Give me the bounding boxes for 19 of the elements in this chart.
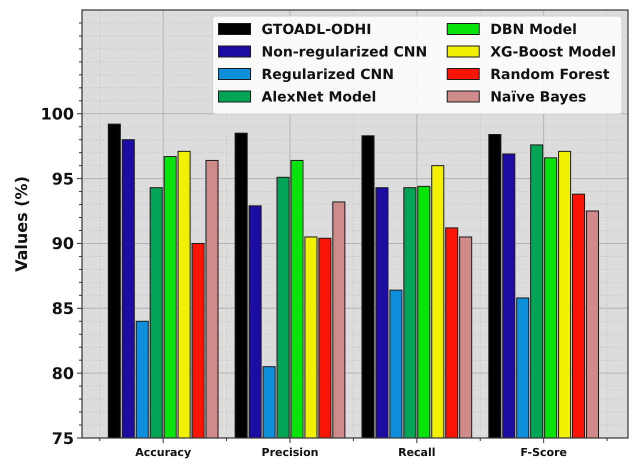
x-tick-label: Precision bbox=[262, 446, 318, 459]
y-axis-title: Values (%) bbox=[12, 176, 31, 272]
legend-label: Non-regularized CNN bbox=[262, 44, 428, 61]
legend-label: GTOADL-ODHI bbox=[262, 22, 372, 38]
legend-label: XG-Boost Model bbox=[490, 44, 616, 61]
legend-label: Random Forest bbox=[490, 67, 610, 84]
y-tick-label: 75 bbox=[52, 428, 74, 448]
legend-label: Regularized CNN bbox=[262, 67, 394, 84]
x-tick-label: Accuracy bbox=[135, 446, 192, 459]
legend-label: AlexNet Model bbox=[262, 90, 376, 106]
y-tick-label: 85 bbox=[52, 299, 74, 318]
legend-label: Naïve Bayes bbox=[490, 90, 586, 106]
y-tick-label: 90 bbox=[52, 234, 74, 254]
y-tick-label: 95 bbox=[52, 169, 74, 188]
y-tick-label: 80 bbox=[52, 364, 74, 383]
x-tick-label: F-Score bbox=[520, 446, 567, 459]
x-tick-label: Recall bbox=[398, 446, 436, 459]
y-tick-label: 100 bbox=[40, 104, 74, 124]
legend-label: DBN Model bbox=[490, 22, 577, 38]
